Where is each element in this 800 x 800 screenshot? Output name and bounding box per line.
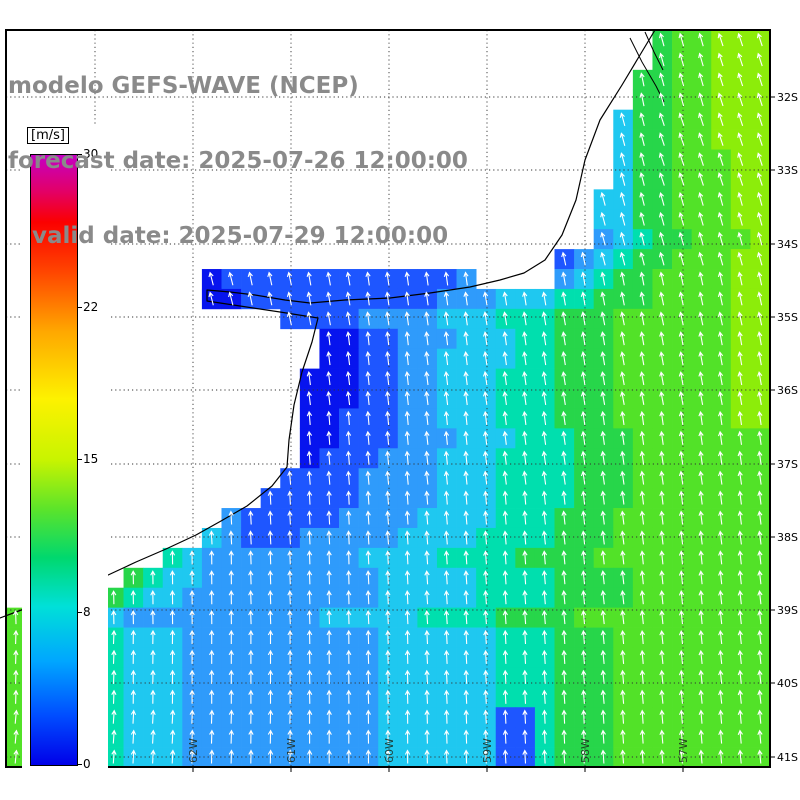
lon-label: 61W	[285, 738, 298, 763]
colorbar-tick-label: 8	[83, 604, 91, 619]
colorbar-tick-label: 22	[83, 299, 99, 314]
colorbar-unit-label: [m/s]	[27, 127, 69, 144]
lon-label: 58W	[579, 738, 592, 763]
colorbar-tick-mark	[77, 459, 82, 460]
lat-label: 33S	[777, 164, 798, 177]
forecast-date-label: forecast date: 2025-07-26 12:00:00	[8, 148, 468, 174]
colorbar-tick-label: 0	[83, 757, 91, 771]
lat-label: 34S	[777, 238, 798, 251]
lon-label: 57W	[677, 738, 690, 763]
lat-label: 37S	[777, 458, 798, 471]
axis-labels-layer: 32S33S34S35S36S37S38S39S40S41S63W62W61W6…	[89, 91, 798, 764]
colorbar-tick-label: 30	[83, 147, 99, 161]
colorbar-tick-mark	[77, 611, 82, 613]
lat-label: 39S	[777, 604, 798, 617]
figure-title-block: modelo GEFS-WAVE (NCEP) forecast date: 2…	[8, 24, 468, 299]
colorbar-tick-label: 15	[83, 452, 99, 466]
colorbar-tick-mark	[77, 306, 82, 308]
colorbar-gradient	[30, 154, 78, 766]
model-title: modelo GEFS-WAVE (NCEP)	[8, 73, 359, 99]
lat-label: 36S	[777, 384, 798, 397]
valid-date-label: valid date: 2025-07-29 12:00:00	[8, 223, 449, 249]
lon-label: 59W	[481, 738, 494, 763]
lon-label: 60W	[383, 738, 396, 763]
colorbar-tick-mark	[77, 154, 82, 155]
lat-label: 41S	[777, 751, 798, 764]
lat-label: 35S	[777, 311, 798, 324]
plot-frame-layer	[5, 29, 775, 772]
colorbar-panel: [m/s] 30 22 15 8 0	[22, 126, 108, 772]
lat-label: 32S	[777, 91, 798, 104]
colorbar-tick-mark	[77, 764, 82, 765]
lon-label: 62W	[187, 738, 200, 763]
lat-label: 38S	[777, 531, 798, 544]
lat-label: 40S	[777, 677, 798, 690]
